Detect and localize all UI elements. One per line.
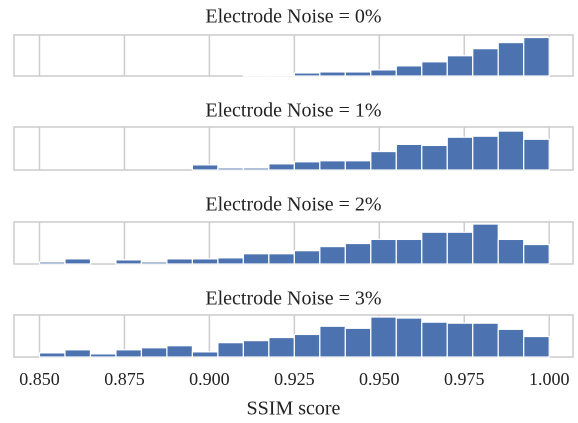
- x-tick-label: 0.975: [444, 369, 485, 389]
- bar: [268, 74, 295, 77]
- bar: [268, 163, 295, 171]
- x-tick-label: 1.000: [529, 369, 570, 389]
- bar: [344, 160, 372, 171]
- subplot-title: Electrode Noise = 1%: [205, 100, 381, 122]
- bar: [497, 130, 525, 171]
- bar: [293, 250, 321, 265]
- bar: [268, 336, 295, 358]
- x-axis-label: SSIM score: [247, 398, 341, 420]
- bar: [242, 167, 270, 171]
- bar: [395, 65, 423, 77]
- bar: [421, 231, 448, 265]
- bar: [395, 238, 423, 265]
- bar: [395, 143, 423, 171]
- x-tick-label: 0.875: [104, 369, 145, 389]
- subplot-title: Electrode Noise = 0%: [205, 6, 381, 28]
- bar: [319, 71, 346, 77]
- bar: [370, 238, 397, 265]
- subplot-title: Electrode Noise = 3%: [205, 288, 381, 310]
- bar: [421, 321, 448, 358]
- bar: [38, 261, 66, 265]
- bar: [523, 335, 550, 358]
- bar: [319, 325, 346, 358]
- bar: [191, 351, 219, 358]
- bar: [370, 69, 397, 77]
- x-tick-label: 0.950: [359, 369, 400, 389]
- bar: [523, 36, 550, 77]
- bar: [217, 342, 244, 358]
- bar: [293, 161, 321, 171]
- bar: [191, 164, 219, 171]
- bar: [344, 242, 372, 265]
- bar: [446, 322, 474, 358]
- bar: [140, 261, 168, 265]
- bar: [344, 71, 372, 77]
- bar: [370, 316, 397, 358]
- x-tick-label: 0.925: [274, 369, 315, 389]
- bar: [497, 238, 525, 265]
- bar: [38, 352, 66, 358]
- bar: [523, 138, 550, 171]
- bar: [217, 167, 244, 171]
- x-tick-label: 0.900: [189, 369, 230, 389]
- bar: [166, 258, 194, 265]
- bar: [242, 340, 270, 358]
- bar: [242, 74, 270, 77]
- bar: [446, 55, 474, 77]
- bar: [497, 41, 525, 77]
- bar: [268, 253, 295, 265]
- bar: [472, 322, 499, 358]
- bar: [395, 317, 423, 358]
- bar: [293, 333, 321, 358]
- bar: [293, 72, 321, 77]
- bar: [191, 258, 219, 265]
- bar: [370, 150, 397, 171]
- bar: [64, 349, 92, 358]
- bar: [446, 231, 474, 265]
- bar: [421, 144, 448, 171]
- bar: [140, 347, 168, 358]
- bar: [115, 349, 143, 358]
- bar: [64, 258, 92, 265]
- bar: [421, 61, 448, 77]
- bar: [166, 345, 194, 358]
- bar: [446, 136, 474, 171]
- bar: [319, 245, 346, 265]
- bar: [242, 253, 270, 265]
- bar: [319, 160, 346, 171]
- x-tick-label: 0.850: [19, 369, 60, 389]
- bar: [472, 223, 499, 265]
- bar: [344, 327, 372, 358]
- bar: [523, 243, 550, 265]
- bar: [115, 259, 143, 265]
- bar: [89, 353, 117, 358]
- bar: [497, 328, 525, 358]
- subplot-title: Electrode Noise = 2%: [205, 194, 381, 216]
- bar: [472, 48, 499, 77]
- bar: [472, 135, 499, 171]
- bar: [217, 257, 244, 265]
